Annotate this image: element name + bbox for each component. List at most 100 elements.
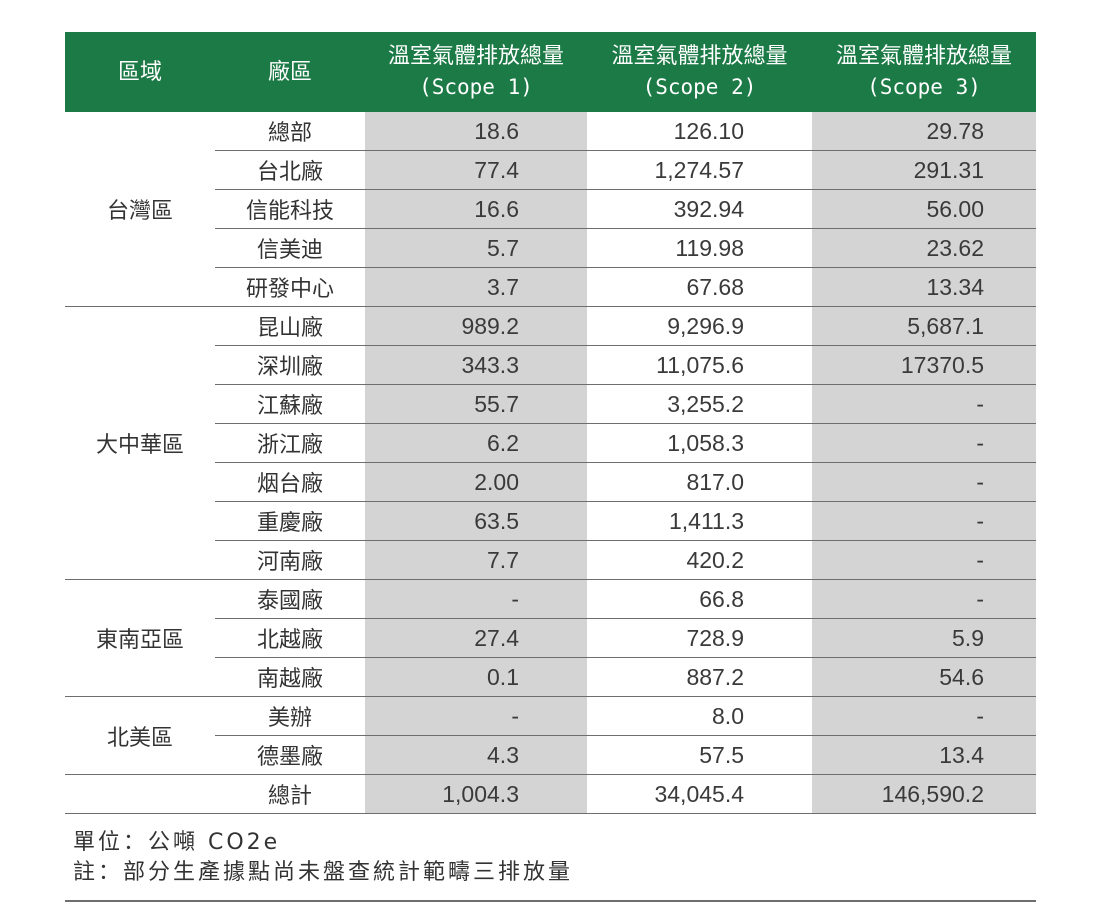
table-row: 東南亞區 泰國廠 -66.8-: [65, 579, 1036, 697]
scope3-cell: 17370.5: [812, 345, 1036, 385]
header-scope3: 溫室氣體排放總量 (Scope 3): [812, 32, 1036, 112]
plant-cell: 江蘇廠: [215, 384, 365, 424]
plant-cell: 河南廠: [215, 540, 365, 580]
scope1-cell: -: [365, 696, 587, 736]
header-plant: 廠區: [215, 32, 365, 112]
header-scope1-sub: (Scope 1): [419, 75, 533, 99]
table-row: 信美迪 5.7 119.98 23.62: [65, 228, 1036, 268]
scope3-cell: -: [812, 579, 1036, 619]
plant-cell: 北越廠: [215, 618, 365, 658]
scope2-cell: 1,411.3: [587, 501, 812, 541]
scope3-cell: -: [812, 423, 1036, 463]
unit-note: 單位：公噸 CO2e: [73, 830, 281, 855]
scope2-cell: 66.8: [587, 579, 812, 619]
scope2-cell: 57.5: [587, 735, 812, 775]
table-row: 烟台廠 2.00 817.0-: [65, 462, 1036, 502]
header-scope1: 溫室氣體排放總量 (Scope 1): [365, 32, 587, 112]
scope1-cell: 27.4: [365, 618, 587, 658]
scope1-cell: 4.3: [365, 735, 587, 775]
footnote: 註：部分生產據點尚未盤查統計範疇三排放量: [73, 860, 574, 885]
total-label: 總計: [215, 774, 365, 814]
table-row: 浙江廠 6.2 1,058.3-: [65, 423, 1036, 463]
scope3-cell: -: [812, 384, 1036, 424]
scope1-cell: 5.7: [365, 228, 587, 268]
plant-cell: 昆山廠: [215, 306, 365, 346]
plant-cell: 美辦: [215, 696, 365, 736]
table-row: 台灣區 總部 18.6 126.10 29.78: [65, 112, 1036, 307]
scope1-cell: 989.2: [365, 306, 587, 346]
total-scope1: 1,004.3: [365, 774, 587, 814]
region-cell: 北美區: [65, 696, 215, 775]
header-scope2-title: 溫室氣體排放總量: [611, 44, 788, 69]
scope3-cell: 23.62: [812, 228, 1036, 268]
table-row: 北美區 美辦 -8.0-: [65, 696, 1036, 775]
scope2-cell: 9,296.9: [587, 306, 812, 346]
header-scope2-sub: (Scope 2): [642, 75, 757, 99]
plant-cell: 烟台廠: [215, 462, 365, 502]
scope3-cell: 13.34: [812, 267, 1036, 307]
scope1-cell: 343.3: [365, 345, 587, 385]
plant-cell: 總部: [215, 112, 365, 151]
scope3-cell: -: [812, 462, 1036, 502]
scope1-cell: 77.4: [365, 150, 587, 190]
plant-cell: 浙江廠: [215, 423, 365, 463]
table-row: 德墨廠 4.3 57.5 13.4: [65, 735, 1036, 775]
plant-cell: 台北廠: [215, 150, 365, 190]
table-header-row: 區域 廠區 溫室氣體排放總量 (Scope 1) 溫室氣體排放總量 (Scope…: [65, 32, 1036, 112]
region-cell: 台灣區: [65, 112, 215, 307]
table-row: 研發中心 3.7 67.68 13.34: [65, 267, 1036, 307]
plant-cell: 南越廠: [215, 657, 365, 697]
plant-cell: 德墨廠: [215, 735, 365, 775]
scope2-cell: 420.2: [587, 540, 812, 580]
scope1-cell: 3.7: [365, 267, 587, 307]
scope2-cell: 126.10: [587, 112, 812, 151]
scope3-cell: 13.4: [812, 735, 1036, 775]
scope1-cell: -: [365, 579, 587, 619]
scope1-cell: 7.7: [365, 540, 587, 580]
scope3-cell: 29.78: [812, 112, 1036, 151]
scope3-cell: -: [812, 540, 1036, 580]
table-row: 深圳廠 343.3 11,075.6 17370.5: [65, 345, 1036, 385]
table-body: 台灣區 總部 18.6 126.10 29.78 台北廠 77.4 1,274.57 291.3…: [65, 112, 1036, 814]
table-row: 重慶廠 63.5 1,411.3-: [65, 501, 1036, 541]
table-row: 河南廠 7.7 420.2-: [65, 540, 1036, 580]
bottom-divider: [65, 900, 1036, 902]
table-row: 大中華區 昆山廠 989.2 9,296.9 5,687.1: [65, 306, 1036, 580]
scope1-cell: 0.1: [365, 657, 587, 697]
total-scope2: 34,045.4: [587, 774, 812, 814]
scope3-cell: 54.6: [812, 657, 1036, 697]
scope3-cell: -: [812, 696, 1036, 736]
scope2-cell: 8.0: [587, 696, 812, 736]
emissions-table: 區域 廠區 溫室氣體排放總量 (Scope 1) 溫室氣體排放總量 (Scope…: [65, 32, 1036, 814]
scope1-cell: 55.7: [365, 384, 587, 424]
table-row: 北越廠 27.4 728.9 5.9: [65, 618, 1036, 658]
header-scope3-sub: (Scope 3): [867, 75, 981, 99]
scope2-cell: 392.94: [587, 189, 812, 229]
plant-cell: 重慶廠: [215, 501, 365, 541]
scope1-cell: 6.2: [365, 423, 587, 463]
scope2-cell: 1,274.57: [587, 150, 812, 190]
header-scope2: 溫室氣體排放總量 (Scope 2): [587, 32, 812, 112]
total-scope3: 146,590.2: [812, 774, 1036, 814]
plant-cell: 信能科技: [215, 189, 365, 229]
emissions-table-container: 區域 廠區 溫室氣體排放總量 (Scope 1) 溫室氣體排放總量 (Scope…: [65, 32, 1036, 814]
region-cell: 大中華區: [65, 306, 215, 580]
table-row: 南越廠 0.1 887.2 54.6: [65, 657, 1036, 697]
total-region-blank: [65, 774, 215, 814]
plant-cell: 信美迪: [215, 228, 365, 268]
header-scope3-title: 溫室氣體排放總量: [835, 44, 1012, 69]
scope2-cell: 1,058.3: [587, 423, 812, 463]
region-cell: 東南亞區: [65, 579, 215, 697]
plant-cell: 泰國廠: [215, 579, 365, 619]
scope2-cell: 887.2: [587, 657, 812, 697]
scope3-cell: 56.00: [812, 189, 1036, 229]
table-row: 信能科技 16.6 392.94 56.00: [65, 189, 1036, 229]
plant-cell: 研發中心: [215, 267, 365, 307]
header-region: 區域: [65, 32, 215, 112]
scope1-cell: 2.00: [365, 462, 587, 502]
scope1-cell: 18.6: [365, 112, 587, 151]
scope3-cell: 5,687.1: [812, 306, 1036, 346]
table-row: 江蘇廠 55.7 3,255.2-: [65, 384, 1036, 424]
plant-cell: 深圳廠: [215, 345, 365, 385]
scope2-cell: 817.0: [587, 462, 812, 502]
